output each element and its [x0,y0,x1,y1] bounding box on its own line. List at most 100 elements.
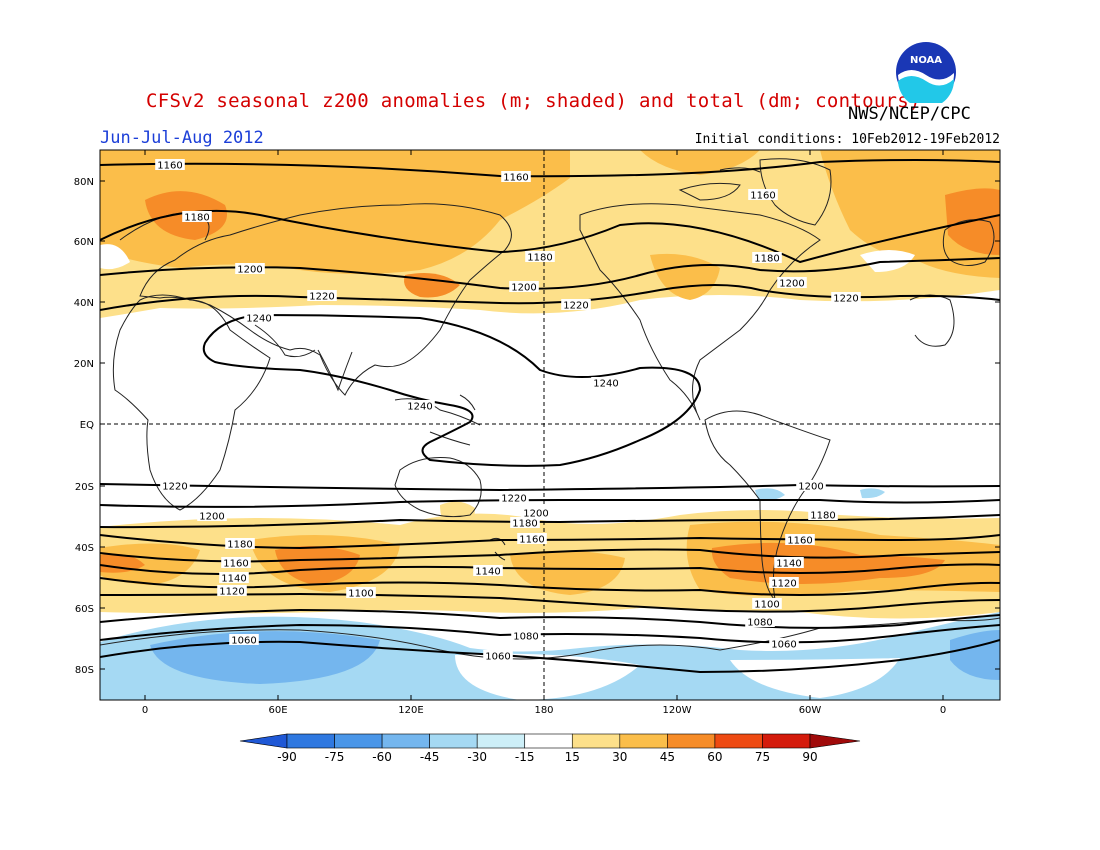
colorbar-swatch [667,733,716,749]
initial-conditions: Initial conditions: 10Feb2012-19Feb2012 [695,132,1000,147]
contour-label-bg [769,638,799,649]
colorbar-tick-label: 60 [707,750,722,764]
lat-label: 40N [74,298,94,309]
noaa-logo-icon: NOAA [896,42,956,103]
contour-label-bg [244,312,274,323]
contour-label: 1220 [309,292,334,303]
contour-label-bg [591,377,621,388]
contour-label-bg [517,533,547,544]
contour-label-bg [521,507,551,518]
contour-label: 1120 [771,579,796,590]
contour-label-bg [405,400,435,411]
contour-label-bg [501,171,531,182]
lat-label: 80N [74,177,94,188]
contour-label: 1100 [754,600,779,611]
contour-label: 1180 [810,511,835,522]
colorbar-tick-label: -75 [325,750,345,764]
colorbar-tick-label: -90 [277,750,297,764]
contour-label-bg [796,480,826,491]
contour-label: 1180 [227,540,252,551]
latitude-axis: 80N 60N 40N 20N EQ 20S 40S 60S 80S [74,177,1000,676]
contour-label: 1220 [162,482,187,493]
colorbar-arrow-left [239,733,288,749]
contour-label-bg [155,159,185,170]
contour-label: 1200 [511,283,536,294]
contour-label: 1220 [501,494,526,505]
contour-label-bg [510,517,540,528]
colorbar-swatch [619,733,668,749]
lon-label: 120E [398,705,423,716]
contour-label-bg [217,585,247,596]
contour-label: 1240 [407,402,432,413]
contour-label-bg [197,510,227,521]
contour-label: 1060 [771,640,796,651]
contour-label-bg [509,281,539,292]
lat-label: 60N [74,237,94,248]
contour-label-bg [511,630,541,641]
contour-label: 1220 [833,294,858,305]
colorbar-swatch [334,733,383,749]
contour-label-bg [225,538,255,549]
geopotential-contours [100,159,1000,674]
contour-label-bg [748,189,778,200]
contour-label: 1200 [523,509,548,520]
lon-label: 60E [268,705,287,716]
contour-label: 1240 [593,379,618,390]
contour-label-bg [808,509,838,520]
contour-label: 1120 [219,587,244,598]
lat-label: 60S [75,604,94,615]
forecast-period: Jun-Jul-Aug 2012 [100,128,264,148]
lat-label: 80S [75,665,94,676]
contour-label-bg [831,292,861,303]
contour-label-bg [752,252,782,263]
contour-label-bg [182,211,212,222]
contour-label: 1080 [747,618,772,629]
noaa-logo-text: NOAA [910,55,942,66]
colorbar-tick-label: 30 [612,750,627,764]
colorbar-tick-label: 90 [802,750,817,764]
agency-label: NWS/NCEP/CPC [848,104,971,124]
contour-label-bg [745,616,775,627]
lon-label: 0 [940,705,946,716]
contour-label-bg [774,557,804,568]
contour-label-bg [752,598,782,609]
contour-label: 1180 [754,254,779,265]
colorbar-swatch [429,733,478,749]
map-frame [99,149,1001,701]
initial-conditions-value: 10Feb2012-19Feb2012 [851,132,1000,147]
contour-label-bg [483,650,513,661]
lat-label: 40S [75,543,94,554]
colorbar-swatch [571,733,621,749]
lon-label: 120W [663,705,692,716]
contour-label: 1200 [798,482,823,493]
contour-label-bg [221,557,251,568]
lon-label: 0 [142,705,148,716]
contour-label-bg [561,299,591,310]
contour-label-bg [769,577,799,588]
colorbar-swatch [381,733,430,749]
contour-label: 1080 [513,632,538,643]
colorbar-tick-label: -30 [467,750,487,764]
chart-title: CFSv2 seasonal z200 anomalies (m; shaded… [146,90,921,112]
contour-label: 1240 [246,314,271,325]
colorbar-swatch [714,733,763,749]
colorbar: -90 -75 -60 -45 -30 -15 15 30 45 60 75 90 [239,733,861,764]
contour-label: 1160 [503,173,528,184]
lat-label: 20S [75,482,94,493]
colorbar-swatch [286,733,335,749]
contour-label-bg [235,263,265,274]
lon-label: 60W [799,705,822,716]
colorbar-swatch [476,733,526,749]
initial-conditions-label: Initial conditions: [694,132,844,147]
contour-label: 1160 [750,191,775,202]
contour-label: 1180 [184,213,209,224]
contour-label: 1200 [237,265,262,276]
contour-label: 1100 [348,589,373,600]
contour-label: 1060 [231,636,256,647]
colorbar-tick-label: 45 [660,750,675,764]
colorbar-swatch [524,733,573,749]
contour-label-bg [525,251,555,262]
lon-label: 180 [534,705,553,716]
contour-label-bg [219,572,249,583]
